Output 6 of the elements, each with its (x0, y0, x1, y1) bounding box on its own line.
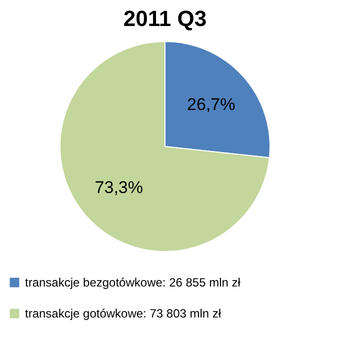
legend-label: transakcje gotówkowe: 73 803 mln zł (25, 306, 222, 320)
legend-label: transakcje bezgotówkowe: 26 855 mln zł (25, 276, 241, 290)
chart-title: 2011 Q3 (123, 6, 207, 31)
pie-slice (60, 41, 270, 252)
data-label: 73,3% (94, 178, 143, 197)
data-label: 26,7% (187, 95, 236, 114)
